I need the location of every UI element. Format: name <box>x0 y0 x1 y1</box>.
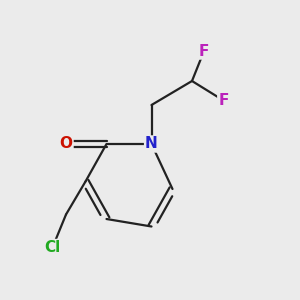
Text: Cl: Cl <box>44 240 61 255</box>
Text: O: O <box>59 136 73 152</box>
Text: F: F <box>199 44 209 59</box>
Text: N: N <box>145 136 158 152</box>
Text: F: F <box>218 93 229 108</box>
